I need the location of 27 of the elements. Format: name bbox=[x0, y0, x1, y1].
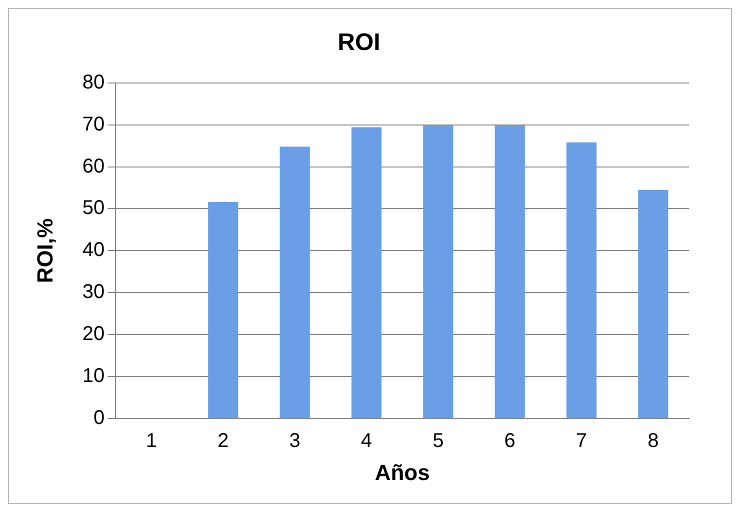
y-tick-label: 50 bbox=[82, 197, 105, 220]
y-tick-label: 10 bbox=[82, 365, 105, 388]
y-tick-label: 20 bbox=[82, 323, 105, 346]
y-tick-label: 40 bbox=[82, 239, 105, 262]
bar bbox=[208, 202, 238, 418]
y-tick-label: 70 bbox=[82, 113, 105, 136]
x-tick-label: 5 bbox=[432, 430, 444, 452]
x-tick-label: 6 bbox=[504, 430, 516, 452]
bar bbox=[566, 142, 597, 418]
y-axis-title: ROI,% bbox=[32, 218, 58, 284]
y-tick-label: 60 bbox=[82, 155, 105, 178]
x-axis-title: Años bbox=[374, 460, 430, 485]
chart-title: ROI bbox=[338, 29, 380, 56]
x-tick-label: 2 bbox=[218, 430, 229, 452]
x-tick-label: 1 bbox=[146, 430, 158, 452]
bar bbox=[638, 190, 668, 418]
x-tick-label: 8 bbox=[648, 430, 659, 452]
bar bbox=[494, 125, 525, 418]
y-tick-label: 30 bbox=[82, 281, 105, 304]
x-tick-label: 4 bbox=[360, 430, 372, 452]
bar bbox=[423, 125, 454, 418]
bar bbox=[280, 146, 310, 418]
bar bbox=[351, 127, 382, 418]
y-tick-label: 0 bbox=[94, 407, 105, 430]
x-tick-label: 7 bbox=[576, 430, 588, 452]
x-tick-label: 3 bbox=[289, 430, 300, 452]
y-tick-label: 80 bbox=[82, 71, 105, 94]
